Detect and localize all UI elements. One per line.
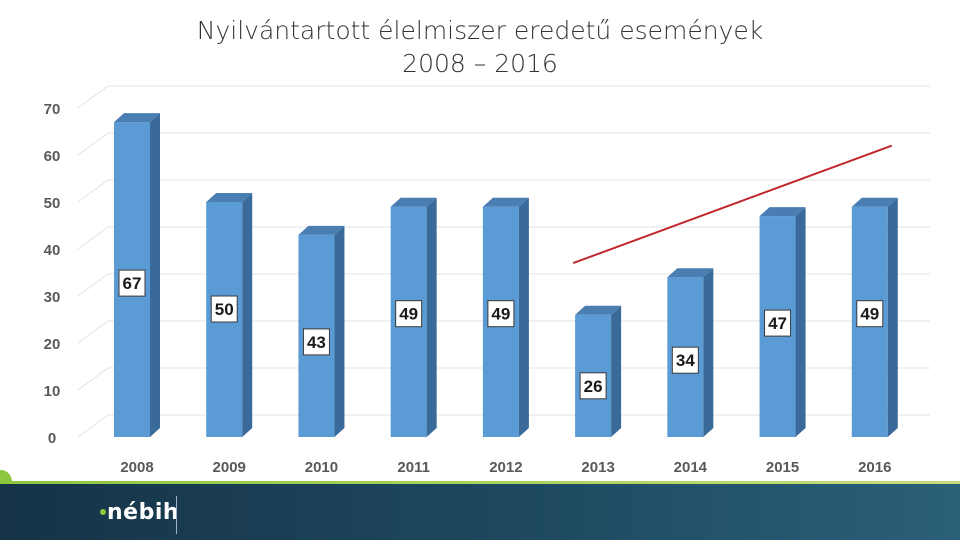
x-tick-label: 2011 <box>397 459 430 476</box>
x-tick-label: 2010 <box>305 459 338 476</box>
data-label-2013: 26 <box>579 372 607 400</box>
gridline-diag <box>77 226 109 250</box>
data-label-2010: 43 <box>302 328 330 356</box>
data-label-box <box>210 295 238 323</box>
data-label-box <box>856 300 884 328</box>
data-label-box <box>302 328 330 356</box>
x-tick-label: 2016 <box>858 459 891 476</box>
bar-side <box>703 268 714 437</box>
data-label-box <box>487 300 515 328</box>
gridline-diag <box>77 273 109 297</box>
bar-top <box>759 207 806 217</box>
bar-top <box>851 197 898 207</box>
data-label-2009: 50 <box>210 295 238 323</box>
y-tick-label: 40 <box>44 242 61 259</box>
data-label: 50 <box>215 300 234 319</box>
x-tick-label: 2008 <box>120 459 153 476</box>
data-label-box <box>579 372 607 400</box>
bars <box>114 113 898 437</box>
bar-top <box>114 113 160 123</box>
bar-side <box>334 225 345 437</box>
x-tick-label: 2009 <box>213 459 246 476</box>
gridline-diag <box>77 179 109 203</box>
data-label-2015: 47 <box>764 309 792 337</box>
bar-side <box>426 197 437 437</box>
bar-side <box>795 207 806 437</box>
gridline-diag <box>77 132 109 156</box>
nebih-logo: nébih <box>100 494 179 530</box>
y-tick-label: 50 <box>44 195 61 212</box>
y-axis-ticks: 0 10 20 30 40 50 60 70 <box>44 101 61 447</box>
gridline-diag <box>77 320 109 344</box>
data-label: 49 <box>399 305 418 324</box>
footer-accent-stripe <box>0 481 960 486</box>
x-tick-label: 2015 <box>766 459 799 476</box>
x-axis-ticks: 2008 2009 2010 2011 2012 2013 2014 2015 2016 <box>120 459 891 476</box>
data-label-2011: 49 <box>395 300 423 328</box>
x-tick-label: 2012 <box>489 459 522 476</box>
bar-side <box>887 197 898 437</box>
bar-top <box>575 305 622 315</box>
chart-title-line1: Nyilvántartott élelmiszer eredetű esemén… <box>196 16 764 45</box>
data-label: 43 <box>307 333 326 352</box>
bar-side <box>611 305 622 437</box>
data-label-2014: 34 <box>671 346 699 374</box>
trendline-line <box>572 144 893 265</box>
data-label-2008: 67 <box>118 269 146 297</box>
data-label-box <box>671 346 699 374</box>
footer-bar <box>0 484 960 540</box>
data-label: 26 <box>584 377 603 396</box>
bar-2013 <box>575 305 622 437</box>
data-label: 34 <box>676 351 695 370</box>
x-tick-label: 2014 <box>674 459 708 476</box>
data-label-box <box>118 269 146 297</box>
data-label: 49 <box>860 305 879 324</box>
y-tick-label: 30 <box>44 289 61 306</box>
y-tick-label: 70 <box>44 101 61 118</box>
logo-divider <box>176 496 177 534</box>
bar-top <box>482 197 529 207</box>
x-tick-label: 2013 <box>581 459 614 476</box>
y-tick-label: 0 <box>48 430 56 447</box>
chart-title: Nyilvántartott élelmiszer eredetű esemén… <box>0 14 960 80</box>
y-tick-label: 20 <box>44 336 61 353</box>
data-label-box <box>395 300 423 328</box>
data-label: 49 <box>491 305 510 324</box>
data-label-2012: 49 <box>487 300 515 328</box>
gridline-diag <box>77 85 109 109</box>
logo-leaf-icon <box>100 509 106 515</box>
bar-top <box>206 193 253 202</box>
chart-title-line2: 2008 – 2016 <box>402 49 558 78</box>
data-labels: 67 50 43 49 49 26 34 47 49 <box>118 269 884 400</box>
data-label-2016: 49 <box>856 300 884 328</box>
y-tick-label: 10 <box>44 383 61 400</box>
data-label-box <box>764 309 792 337</box>
bar-side <box>150 113 160 437</box>
bar-side <box>242 193 253 437</box>
bar-top <box>667 268 714 278</box>
data-label: 47 <box>768 314 787 333</box>
bar-top <box>298 225 345 235</box>
trendline <box>572 144 893 265</box>
gridline-diag <box>77 414 109 438</box>
logo-text: nébih <box>107 499 180 525</box>
y-tick-label: 60 <box>44 148 61 165</box>
bar-side <box>518 197 529 437</box>
bar-top <box>390 197 437 207</box>
data-label: 67 <box>123 274 142 293</box>
gridline-diag <box>77 367 109 391</box>
